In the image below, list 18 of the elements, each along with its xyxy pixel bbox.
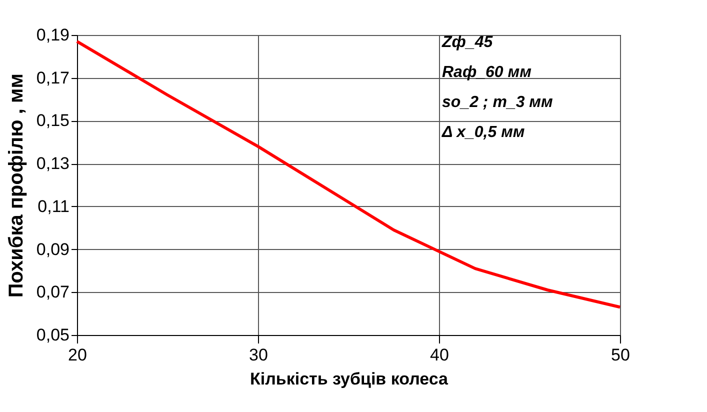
annotation: Δ x_0,5 мм xyxy=(441,124,525,141)
x-tick-label: 30 xyxy=(249,346,268,364)
x-tick-label: 50 xyxy=(611,346,630,364)
x-axis-title: Кількість зубців колеса xyxy=(250,370,449,388)
y-tick-label: 0,11 xyxy=(38,196,70,216)
annotation: so_2 ; m_3 мм xyxy=(442,94,553,111)
annotation: Zф_45 xyxy=(441,34,494,51)
y-tick-label: 0,07 xyxy=(36,282,70,302)
annotation: Raф_60 мм xyxy=(442,64,532,81)
y-axis-title: Похибка профілю , мм xyxy=(5,73,28,298)
y-tick-label: 0,17 xyxy=(36,68,70,88)
x-tick-label: 20 xyxy=(68,346,87,364)
y-tick-label: 0,15 xyxy=(36,111,70,130)
y-tick-label: 0,09 xyxy=(36,240,70,259)
y-tick-label: 0,05 xyxy=(36,326,70,344)
y-tick-label: 0,13 xyxy=(36,154,70,174)
y-tick-label: 0,19 xyxy=(36,26,70,44)
x-tick-label: 40 xyxy=(430,346,449,364)
